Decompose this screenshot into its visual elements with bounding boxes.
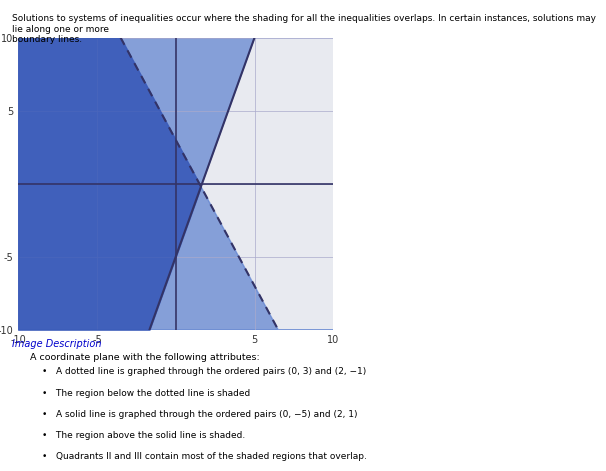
- Text: •   The region above the solid line is shaded.: • The region above the solid line is sha…: [42, 431, 245, 440]
- Text: •   A solid line is graphed through the ordered pairs (0, −5) and (2, 1): • A solid line is graphed through the or…: [42, 410, 358, 419]
- Text: Solutions to systems of inequalities occur where the shading for all the inequal: Solutions to systems of inequalities occ…: [12, 14, 596, 44]
- Text: A coordinate plane with the following attributes:: A coordinate plane with the following at…: [30, 353, 260, 362]
- Text: •   A dotted line is graphed through the ordered pairs (0, 3) and (2, −1): • A dotted line is graphed through the o…: [42, 367, 367, 376]
- Text: •   Quadrants II and III contain most of the shaded regions that overlap.: • Quadrants II and III contain most of t…: [42, 452, 367, 461]
- Text: Image Description: Image Description: [12, 339, 102, 349]
- Text: •   The region below the dotted line is shaded: • The region below the dotted line is sh…: [42, 389, 251, 398]
